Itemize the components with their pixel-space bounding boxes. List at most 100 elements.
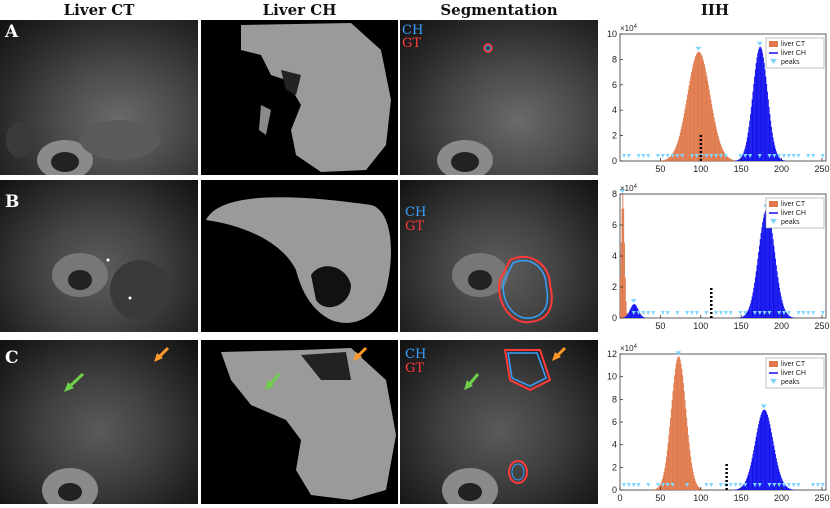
hist-bar (731, 160, 732, 161)
hist-bar (769, 424, 770, 490)
hist-bar (639, 313, 640, 318)
hist-bar (674, 150, 675, 161)
legend-label: peaks (781, 59, 800, 66)
hist-bar (742, 486, 743, 490)
hist-bar (776, 265, 777, 318)
y-tick-label: 10 (607, 29, 617, 39)
hist-bar (774, 252, 775, 318)
hist-bar (682, 375, 683, 490)
hist-bar (719, 139, 720, 161)
hist-bar (702, 489, 703, 490)
hist-bar (732, 160, 733, 161)
hist-bar (765, 69, 766, 161)
hist-bar (723, 150, 724, 161)
hist-bar (748, 132, 749, 161)
hist-bar (668, 435, 669, 490)
x-tick-label: 100 (693, 164, 708, 174)
hist-bar (667, 159, 668, 161)
hist-bar (680, 360, 681, 490)
ct-anatomy-c (0, 340, 198, 504)
hist-bar (661, 481, 662, 490)
histogram-svg-b: 5010015020025002468×104liver CTliver CHp… (600, 180, 830, 332)
hist-bar (685, 400, 686, 490)
hist-bar (748, 472, 749, 490)
hist-bar (768, 99, 769, 161)
hist-bar (698, 487, 699, 490)
exponent-label: ×104 (620, 344, 638, 353)
y-tick-label: 6 (612, 80, 617, 90)
hist-bar (681, 363, 682, 490)
hist-bar (673, 152, 674, 161)
x-tick-label: 50 (655, 321, 665, 331)
hist-bar (695, 481, 696, 490)
hist-bar (773, 137, 774, 161)
hist-bar (710, 99, 711, 161)
hist-bar (654, 489, 655, 490)
legend: liver CTliver CHpeaks (766, 198, 824, 228)
hist-bar (790, 316, 791, 318)
hist-bar (769, 421, 770, 490)
hist-bar (769, 214, 770, 318)
hist-bar (659, 486, 660, 490)
hist-bar (760, 239, 761, 318)
legend-label: liver CT (781, 361, 806, 368)
hist-bar (779, 472, 780, 490)
hist-bar (656, 489, 657, 490)
hist-bar (751, 462, 752, 490)
hist-bar (742, 317, 743, 318)
y-tick-label: 8 (612, 189, 617, 199)
hist-bar (723, 152, 724, 161)
hist-bar (785, 485, 786, 490)
hist-bar (765, 411, 766, 490)
hist-bar (689, 443, 690, 490)
hist-bar (629, 311, 630, 318)
hist-bar (623, 209, 624, 318)
hist-bar (739, 488, 740, 490)
hist-bar (669, 157, 670, 161)
hist-bar (690, 76, 691, 161)
hist-bar (751, 300, 752, 318)
hist-bar (689, 81, 690, 161)
hist-bar (754, 77, 755, 161)
hist-bar (641, 315, 642, 318)
hist-bar (684, 113, 685, 161)
hist-bar (677, 360, 678, 490)
hist-bar (790, 489, 791, 490)
hist-bar (782, 303, 783, 318)
segmentation-overlay-a (400, 20, 598, 175)
hist-bar (733, 160, 734, 161)
legend-label: peaks (781, 379, 800, 386)
hist-bar (767, 92, 768, 161)
hist-bar (747, 312, 748, 318)
hist-bar (765, 410, 766, 490)
hist-bar (678, 356, 679, 490)
hist-bar (694, 476, 695, 490)
hist-bar (630, 310, 631, 318)
hist-bar (718, 136, 719, 161)
hist-bar (673, 391, 674, 490)
hist-bar (692, 468, 693, 490)
hist-bar (704, 65, 705, 161)
hist-bar (748, 310, 749, 318)
hist-bar (689, 85, 690, 161)
hist-bar (628, 313, 629, 318)
hist-bar (758, 424, 759, 490)
y-tick-label: 0 (612, 313, 617, 323)
hist-bar (750, 466, 751, 490)
hist-bar (767, 415, 768, 490)
hist-bar (760, 47, 761, 161)
seg-ch-label-b: CH (405, 206, 426, 219)
y-tick-label: 10 (607, 372, 617, 382)
hist-bar (708, 85, 709, 161)
hist-bar (750, 114, 751, 161)
hist-bar (742, 155, 743, 161)
hist-bar (669, 427, 670, 490)
hist-bar (745, 146, 746, 161)
y-tick-label: 2 (612, 462, 617, 472)
hist-bar (777, 462, 778, 490)
hist-bar (766, 412, 767, 490)
x-tick-label: 150 (734, 493, 749, 503)
hist-bar (782, 160, 783, 161)
hist-bar (736, 489, 737, 490)
hist-bar (752, 454, 753, 490)
